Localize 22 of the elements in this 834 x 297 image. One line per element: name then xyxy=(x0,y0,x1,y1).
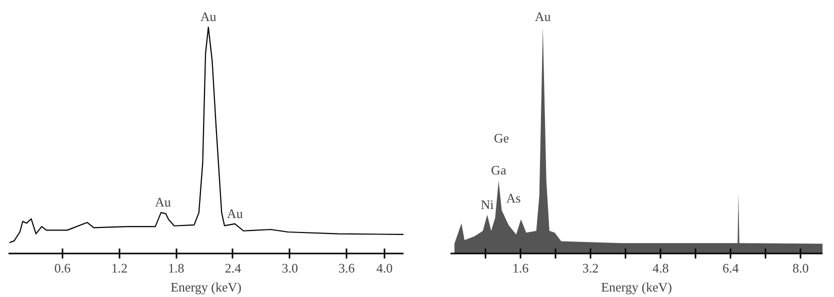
annotation: Ni xyxy=(480,196,494,212)
annotation: As xyxy=(506,190,521,206)
x-tick-label: 4.8 xyxy=(652,260,669,276)
x-tick-label: 8.0 xyxy=(792,260,809,276)
annotation: Ge xyxy=(494,130,510,146)
x-tick-label: 0.6 xyxy=(54,260,72,276)
x-tick-label: 4.0 xyxy=(376,260,393,276)
x-axis-title: Energy (keV) xyxy=(170,280,242,294)
x-tick-label: 3.6 xyxy=(338,260,356,276)
annotation: Au xyxy=(226,206,244,221)
x-tick-label: 3.2 xyxy=(582,260,599,276)
annotation: Au xyxy=(534,9,552,24)
x-tick-label: 2.4 xyxy=(224,260,242,276)
x-tick-label: 6.4 xyxy=(722,260,740,276)
x-tick-label: 1.6 xyxy=(512,260,530,276)
annotation: Au xyxy=(154,194,172,210)
x-tick-label: 1.2 xyxy=(111,260,128,276)
x-tick-label: 3.0 xyxy=(282,260,298,276)
x-tick-label: 1.8 xyxy=(168,260,184,276)
annotation: Ga xyxy=(491,162,506,178)
annotation: Au xyxy=(200,9,217,24)
x-axis-title: Energy (keV) xyxy=(601,280,672,294)
